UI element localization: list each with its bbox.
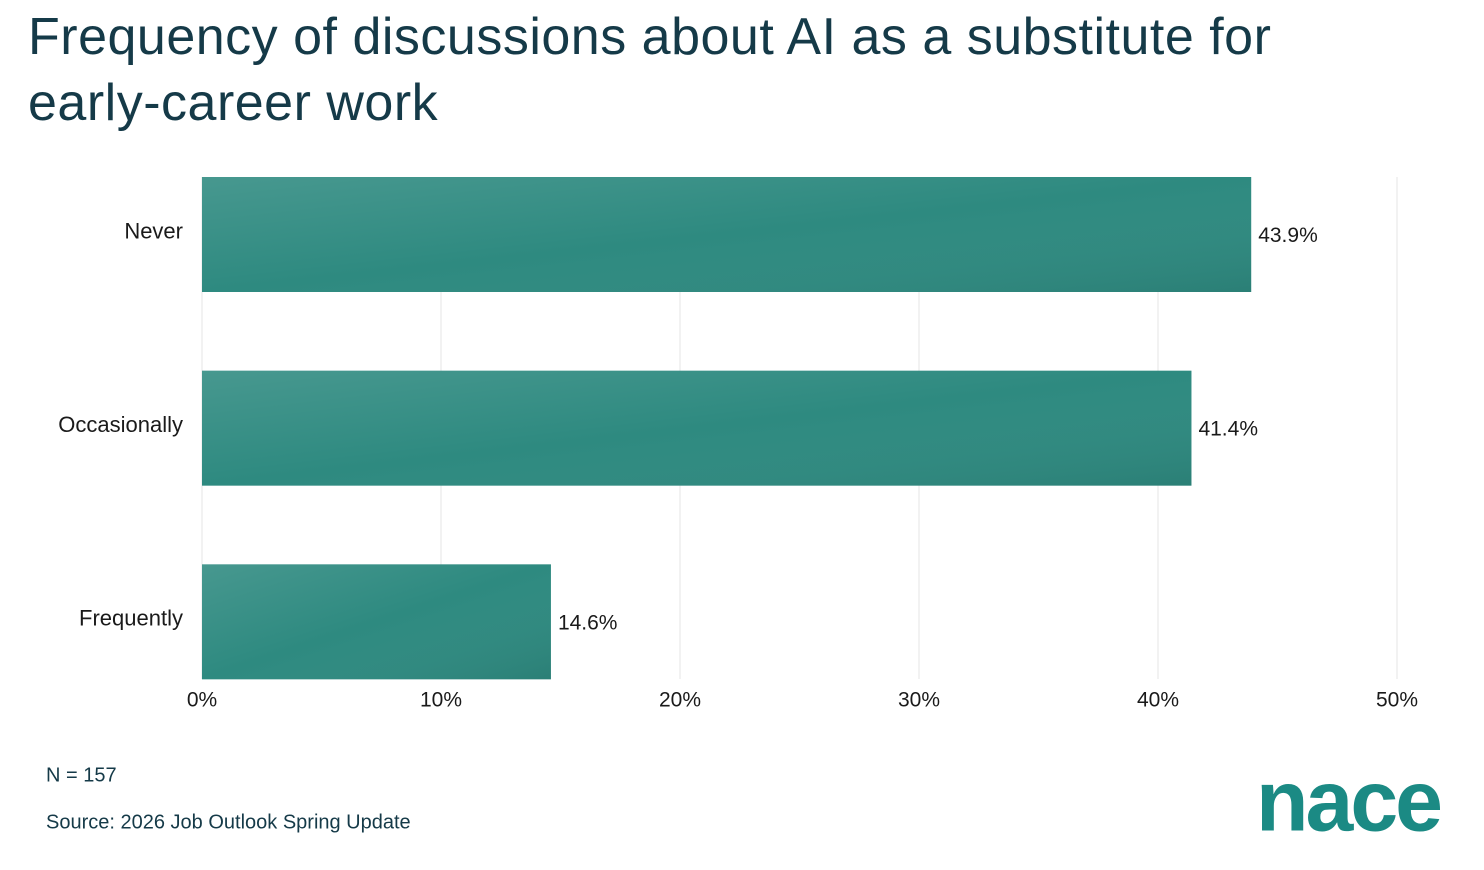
x-tick-label: 40% [1137,689,1179,712]
y-tick-label: Never [124,218,183,243]
chart-title: Frequency of discussions about AI as a s… [28,8,1272,132]
value-label: 41.4% [1198,418,1258,441]
x-tick-label: 30% [898,689,940,712]
y-tick-label: Frequently [79,606,183,631]
sample-note: N = 157 [46,764,117,786]
logo: nace [1256,754,1440,850]
x-tick-label: 20% [659,689,701,712]
x-tick-label: 10% [420,689,462,712]
bar-sheen [202,370,1192,486]
x-tick-label: 0% [187,689,217,712]
bar-sheen [202,177,1252,292]
bar-sheen [202,564,551,680]
x-tick-label: 50% [1376,689,1418,712]
y-tick-label: Occasionally [58,412,183,437]
value-label: 14.6% [558,611,618,634]
source-note: Source: 2026 Job Outlook Spring Update [46,811,411,833]
value-label: 43.9% [1258,224,1318,247]
